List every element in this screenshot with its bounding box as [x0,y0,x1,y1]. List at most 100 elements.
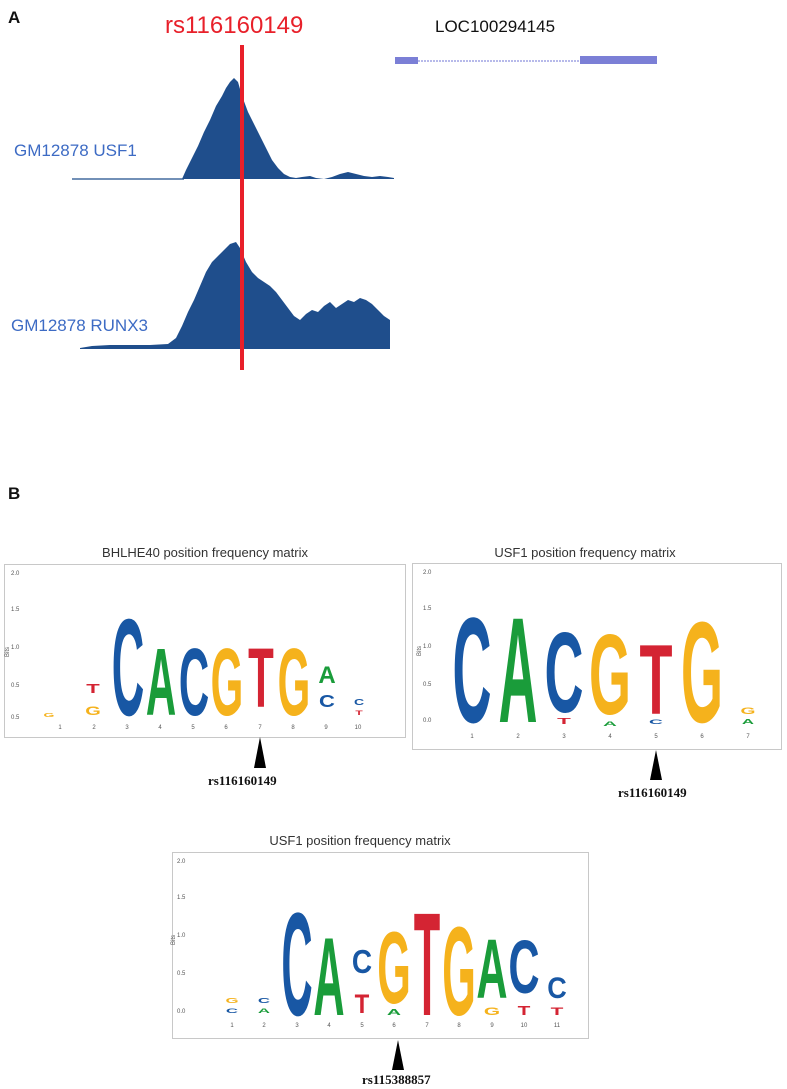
svg-text:T: T [557,717,572,726]
gene-exon-1 [395,57,418,64]
logo-1-snp-label: rs116160149 [208,773,277,788]
logo-2-xtick: 7 [746,734,750,740]
logo-1-ytick: 2.0 [11,571,20,577]
logo-3-xtick: 6 [392,1023,396,1029]
logo-1-letter-C2: C [179,628,209,736]
logo-1-letter-G2: G [278,628,311,736]
logo-2-letter-A: A [499,586,538,749]
logo-1-letter-T: T [248,632,274,726]
logo-3-frame: 2.0 1.5 1.0 0.5 0.0 Bits 1 2 3 4 5 6 7 8… [171,852,589,1039]
logo-2-frame: 2.0 1.5 1.0 0.5 0.0 Bits 1 2 3 4 5 6 7 C… [412,563,782,750]
logo-3-ytick: 1.5 [177,895,186,901]
logo-2-xtick: 4 [608,734,612,740]
logo-3-xtick: 11 [553,1023,561,1029]
logo-2-ytick: 0.0 [423,718,432,724]
svg-text:A: A [603,721,617,728]
svg-text:A: A [318,662,335,689]
logo-1-ytick: 1.5 [11,607,20,613]
logo-2-letter-T: T [640,625,673,735]
runx3-signal-track [80,242,390,349]
svg-text:A: A [387,1008,401,1017]
logo-1-xtick: 10 [354,725,362,731]
panel-a-label: A [8,8,21,27]
logo-1-ytick: 1.0 [11,645,20,651]
logo-2-title: USF1 position frequency matrix [494,545,676,560]
logo-2-letter-C2: C [544,608,583,736]
logo-3-xtick: 9 [490,1023,494,1029]
svg-text:A: A [258,1008,270,1015]
gene-exon-2 [580,56,657,64]
panel-a-graphics [72,45,657,370]
logo-3-xtick: 8 [457,1023,461,1029]
svg-text:C: C [258,996,270,1004]
logo-1-title: BHLHE40 position frequency matrix [102,545,308,560]
logo-3-letter-C: C [281,882,312,1038]
logo-1-xtick: 1 [58,725,62,731]
svg-text:C: C [352,943,372,981]
logo-3-letter-G: G [377,911,411,1026]
logo-3-xtick: 10 [520,1023,528,1029]
logo-3-ytick: 0.5 [177,971,186,977]
logo-3-title: USF1 position frequency matrix [269,833,451,848]
svg-text:C: C [226,1008,238,1015]
logo-2-ytick: 1.0 [423,644,432,650]
logo-1-xtick: 7 [258,725,262,731]
logo-3-snp-arrow [392,1040,404,1070]
svg-text:A: A [742,717,754,725]
logo-1-xtick: 2 [92,725,96,731]
svg-text:T: T [355,990,370,1019]
logo-2-letters: C A C T G A T C G G A [453,586,756,749]
logo-2-snp-label: rs116160149 [618,785,687,800]
logo-1-xtick: 5 [191,725,195,731]
logo-3-letter-T: T [414,882,440,1038]
logo-1-letters: G T G C A C G T G A C C T [44,590,365,737]
logo-2-snp-arrow [650,750,662,780]
logo-2-xtick: 6 [700,734,704,740]
svg-text:T: T [518,1003,531,1018]
logo-3-xtick: 1 [230,1023,234,1029]
logo-3-letter-C2: C [508,926,539,1009]
logo-3-snp-label: rs115388857 [362,1072,431,1087]
logo-1-xtick: 6 [224,725,228,731]
svg-text:T: T [86,681,99,696]
logo-1-snp-arrow [254,737,266,768]
logo-1-letter-A: A [146,628,176,736]
track-label-usf1: GM12878 USF1 [14,141,137,160]
logo-3-xtick: 3 [295,1023,299,1029]
logo-2-letter-G2: G [681,594,723,749]
logo-1-letter-C: C [112,590,144,737]
gene-name: LOC100294145 [435,17,556,36]
logo-3-ytick: 2.0 [177,859,186,865]
logo-2-xtick: 2 [516,734,520,740]
svg-text:G: G [85,705,101,718]
logo-3-letter-G2: G [442,901,476,1038]
svg-text:C: C [547,972,566,1006]
logo-3-ytick: 0.0 [177,1009,186,1015]
logo-2-letter-C: C [453,586,492,749]
svg-text:G: G [484,1005,500,1018]
svg-text:C: C [354,698,365,707]
logo-3-letters: G C C A C A C T G A T G A G C T C T [225,882,566,1038]
logo-3-letter-A: A [313,915,344,1038]
logo-3-xtick: 7 [425,1023,429,1029]
logo-2-xtick: 3 [562,734,566,740]
svg-text:G: G [44,712,55,718]
logo-1-frame: 2.0 1.5 1.0 0.5 0.5 Bits 1 2 3 4 5 6 7 8… [4,564,406,738]
logo-3-ytick: 1.0 [177,933,186,939]
track-label-runx3: GM12878 RUNX3 [11,316,149,335]
logo-2-letter-G: G [589,610,631,738]
logo-2-ytick: 1.5 [423,606,432,612]
logo-1-xtick: 4 [158,725,162,731]
logo-2-xtick: 1 [470,734,474,740]
logo-3-xtick: 4 [327,1023,331,1029]
svg-text:T: T [551,1005,565,1018]
logo-1-ytick: 0.5 [11,715,20,721]
logo-3-xtick: 2 [262,1023,266,1029]
logo-2-ytick: 2.0 [423,570,432,576]
svg-text:G: G [225,996,238,1004]
svg-text:G: G [741,706,756,717]
svg-text:C: C [319,692,335,711]
logo-1-ytick: 0.5 [11,683,20,689]
snp-id-title: rs116160149 [165,12,304,39]
svg-text:T: T [355,710,363,717]
